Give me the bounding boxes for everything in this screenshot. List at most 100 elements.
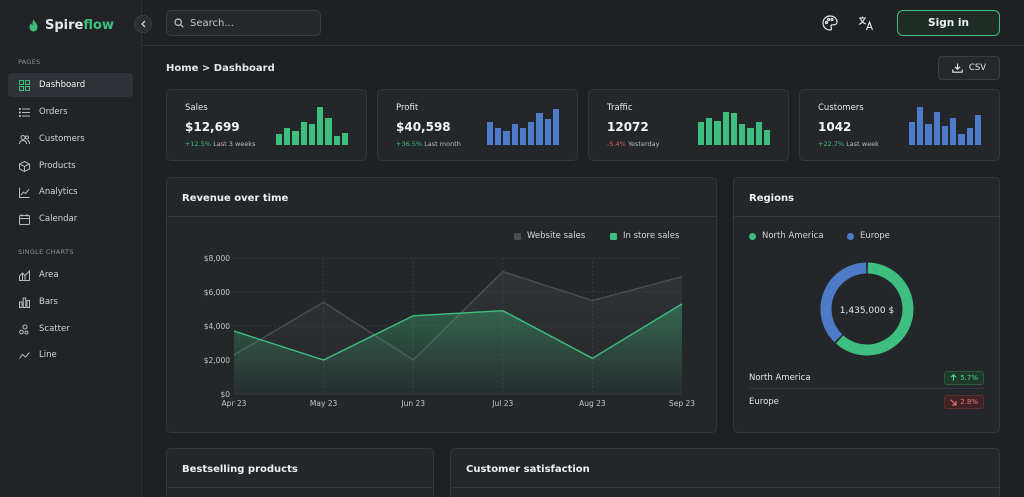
sparkline-bar	[739, 124, 746, 145]
app-name-part1: Spire	[45, 18, 84, 33]
sidebar-item-dashboard[interactable]: Dashboard	[8, 73, 133, 97]
panel-divider	[167, 216, 716, 217]
sidebar-item-label: Products	[39, 161, 76, 171]
regions-title: Regions	[749, 193, 795, 204]
sidebar-item-label: Scatter	[39, 324, 70, 334]
profit-sparkline	[487, 107, 559, 145]
stat-card-profit: Profit $40,598 +36.5% Last month	[377, 89, 578, 161]
bestselling-title: Bestselling products	[182, 464, 298, 475]
series-line-1	[233, 303, 683, 361]
y-tick-label: $8,000	[204, 254, 230, 263]
sidebar-item-label: Bars	[39, 297, 58, 307]
app-logo[interactable]: Spireflow	[28, 18, 114, 33]
scatter-chart-icon	[19, 324, 29, 334]
sparkline-bar	[974, 115, 981, 145]
sidebar-item-analytics[interactable]: Analytics	[8, 180, 133, 204]
legend-swatch	[749, 232, 756, 240]
x-tick-label: Sep 23	[669, 399, 695, 408]
stat-value: 12072	[607, 120, 649, 134]
region-name: Europe	[749, 397, 779, 407]
sidebar-item-customers[interactable]: Customers	[8, 127, 133, 151]
collapse-sidebar-button[interactable]	[134, 15, 152, 33]
panel-divider	[734, 216, 999, 217]
sparkline-bar	[958, 133, 965, 145]
sidebar-item-label: Area	[39, 270, 59, 280]
analytics-icon	[19, 187, 30, 198]
sparkline-bar	[917, 107, 924, 145]
stat-change-percent: +22.7%	[818, 140, 845, 148]
sidebar-item-calendar[interactable]: Calendar	[8, 207, 133, 231]
revenue-chart: $0 $2,000 $4,000 $6,000 $8,000 Apr 23 May 23 Ju…	[204, 254, 696, 408]
sparkline-bar	[706, 118, 713, 145]
stat-card-sales: Sales $12,699 +12.5% Last 3 weeks	[166, 89, 367, 161]
sparkline-bar	[495, 127, 502, 145]
products-icon	[19, 160, 30, 172]
y-tick-label: $4,000	[204, 322, 230, 331]
y-tick-label: $2,000	[204, 356, 230, 365]
sidebar-item-orders[interactable]: Orders	[8, 100, 133, 124]
stat-change: +22.7% Last week	[818, 140, 879, 148]
sparkline-bar	[722, 111, 729, 145]
sparkline-bar	[503, 130, 510, 145]
sparkline-bar	[487, 122, 494, 145]
sales-sparkline	[276, 107, 348, 145]
sidebar-item-label: Analytics	[39, 187, 78, 197]
sparkline-bar	[966, 127, 973, 145]
regions-panel: Regions North America Europe 1,435,000 $…	[733, 177, 1000, 433]
language-button[interactable]	[857, 14, 875, 32]
theme-palette-button[interactable]	[821, 14, 839, 32]
legend-in-store-sales[interactable]: In store sales	[610, 231, 679, 241]
csv-label: CSV	[968, 63, 987, 73]
stat-card-customers: Customers 1042 +22.7% Last week	[799, 89, 1000, 161]
stat-period: Last week	[846, 140, 879, 148]
legend-europe[interactable]: Europe	[847, 231, 890, 241]
sparkline-bar	[950, 118, 957, 145]
sidebar-item-label: Orders	[39, 107, 68, 117]
legend-label: In store sales	[623, 231, 680, 241]
legend-north-america[interactable]: North America	[749, 231, 824, 241]
x-tick-label: Jul 23	[491, 399, 513, 408]
arrow-down-right-icon	[950, 398, 957, 406]
breadcrumb: Home > Dashboard	[166, 63, 275, 74]
donut-slice-north-america[interactable]	[835, 262, 914, 356]
area-chart-icon	[19, 269, 30, 281]
flame-icon	[29, 19, 38, 32]
series-area-1	[234, 303, 682, 394]
region-change-badge: 5.7%	[944, 370, 984, 385]
x-tick-label: Aug 23	[579, 399, 606, 408]
stat-change: +36.5% Last month	[396, 140, 461, 148]
sparkline-bar	[528, 122, 535, 145]
x-tick-label: Jun 23	[400, 399, 425, 408]
sidebar-item-area[interactable]: Area	[8, 263, 133, 287]
region-change-badge: 2.8%	[944, 395, 984, 409]
sparkline-bar	[909, 122, 916, 145]
stat-card-traffic: Traffic 12072 -5.4% Yesterday	[588, 89, 789, 161]
sparkline-bar	[714, 121, 721, 145]
sparkline-bar	[341, 132, 348, 145]
sidebar-item-label: Dashboard	[39, 80, 86, 90]
stat-period: Yesterday	[627, 140, 660, 148]
sparkline-bar	[519, 127, 527, 145]
stat-change: -5.4% Yesterday	[607, 140, 660, 148]
sparkline-bar	[755, 122, 762, 145]
sign-in-button[interactable]: Sign in	[897, 10, 1000, 36]
stat-value: $12,699	[185, 120, 240, 134]
single-charts-section-label: SINGLE CHARTS	[18, 248, 74, 256]
stat-title: Customers	[818, 103, 864, 113]
search-input[interactable]	[190, 17, 310, 29]
csv-export-button[interactable]: CSV	[938, 56, 1000, 80]
sparkline-bar	[308, 124, 316, 145]
sidebar-item-products[interactable]: Products	[8, 154, 133, 178]
sparkline-bar	[933, 111, 940, 145]
legend-label: Europe	[860, 231, 890, 241]
donut-slice-europe[interactable]	[820, 262, 867, 343]
x-tick-label: May 23	[310, 399, 338, 408]
legend-website-sales[interactable]: Website sales	[514, 231, 585, 241]
panel-divider	[451, 487, 999, 488]
search-box[interactable]	[166, 10, 321, 36]
pages-section-label: PAGES	[18, 58, 41, 66]
sidebar-item-line[interactable]: Line	[8, 343, 133, 367]
sparkline-bar	[511, 124, 518, 145]
sidebar-item-scatter[interactable]: Scatter	[8, 317, 133, 341]
sidebar-item-bars[interactable]: Bars	[8, 290, 133, 314]
